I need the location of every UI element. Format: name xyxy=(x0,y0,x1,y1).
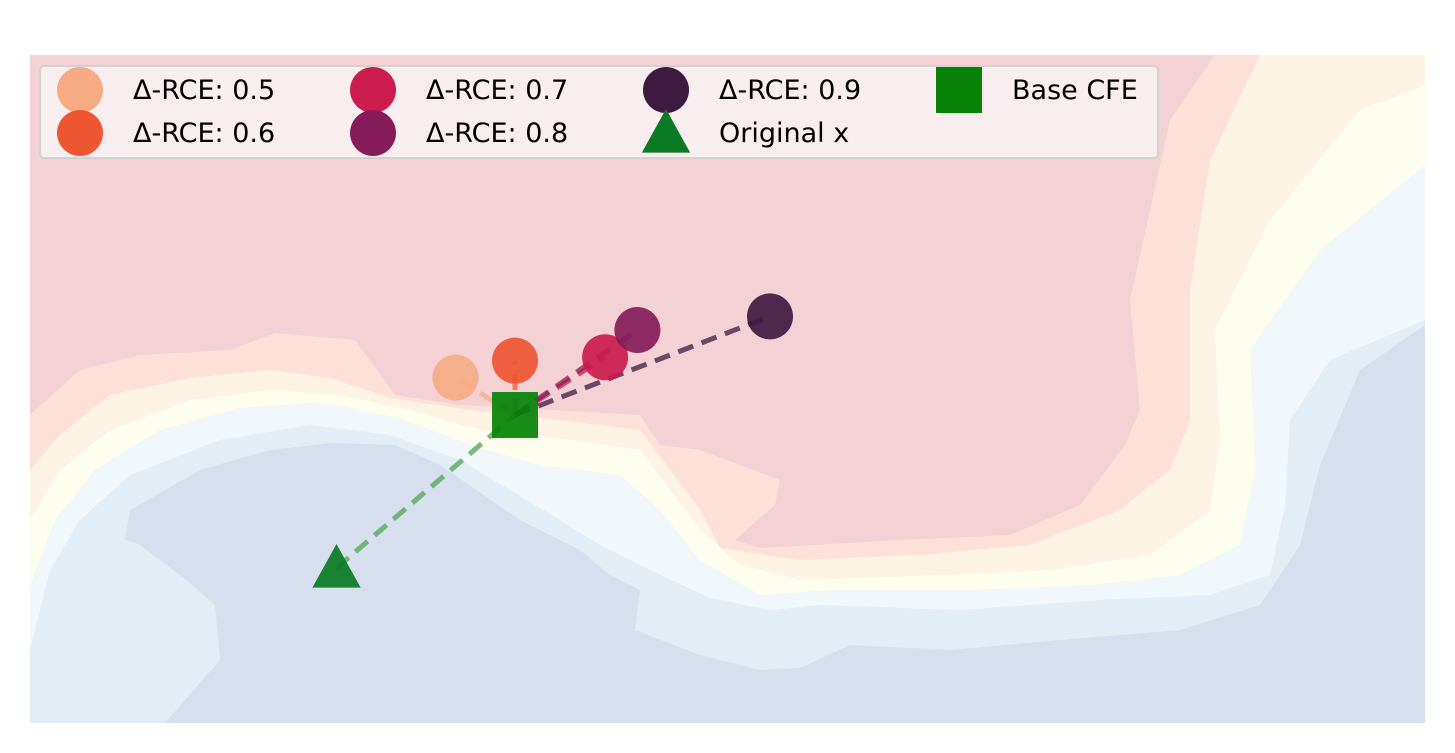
marker-base-cfe xyxy=(492,392,538,438)
legend-label: Δ-RCE: 0.8 xyxy=(426,118,568,149)
legend-marker-rce-0-8 xyxy=(350,110,396,156)
legend-marker-rce-0-7 xyxy=(350,67,396,113)
plot-area xyxy=(30,55,1425,723)
marker-rce-0-7 xyxy=(582,334,629,381)
contour-band-blue xyxy=(125,325,1425,723)
legend-marker-rce-0-9 xyxy=(643,67,689,113)
marker-rce-0-6 xyxy=(492,337,538,384)
marker-rce-0-9 xyxy=(747,293,793,340)
data-markers xyxy=(312,293,793,588)
path-base-cfe-to-rce-0-9 xyxy=(514,314,771,418)
contour-regions xyxy=(30,55,1425,723)
legend-item-base-cfe: Base CFE xyxy=(936,67,1138,113)
legend-marker-rce-0-6 xyxy=(57,110,103,156)
legend-item-original-x: Original x xyxy=(641,108,849,153)
legend-item-rce-0-5: Δ-RCE: 0.5 xyxy=(57,67,275,113)
legend-frame xyxy=(39,65,1159,159)
legend-item-rce-0-8: Δ-RCE: 0.8 xyxy=(350,110,568,156)
marker-rce-0-8 xyxy=(614,307,661,353)
legend-entries: Δ-RCE: 0.5 Δ-RCE: 0.6 Δ-RCE: 0.7 Δ-RCE: 0.8… xyxy=(57,67,1138,156)
marker-rce-0-5 xyxy=(432,354,479,401)
legend-label: Δ-RCE: 0.9 xyxy=(719,75,861,106)
legend-label: Base CFE xyxy=(1012,75,1138,106)
legend-marker-base-cfe xyxy=(936,67,982,113)
legend-label: Original x xyxy=(719,118,849,149)
legend-label: Δ-RCE: 0.7 xyxy=(426,75,568,106)
legend-label: Δ-RCE: 0.6 xyxy=(133,118,275,149)
legend-label: Δ-RCE: 0.5 xyxy=(133,75,275,106)
legend-marker-rce-0-5 xyxy=(57,67,103,113)
legend-item-rce-0-7: Δ-RCE: 0.7 xyxy=(350,67,568,113)
legend-item-rce-0-9: Δ-RCE: 0.9 xyxy=(643,67,861,113)
legend-marker-original-x xyxy=(641,108,691,153)
path-original-x-to-base-cfe xyxy=(334,413,517,570)
legend: Δ-RCE: 0.5 Δ-RCE: 0.6 Δ-RCE: 0.7 Δ-RCE: 0.8… xyxy=(39,65,1159,159)
marker-original-x xyxy=(312,543,361,588)
legend-item-rce-0-6: Δ-RCE: 0.6 xyxy=(57,110,275,156)
